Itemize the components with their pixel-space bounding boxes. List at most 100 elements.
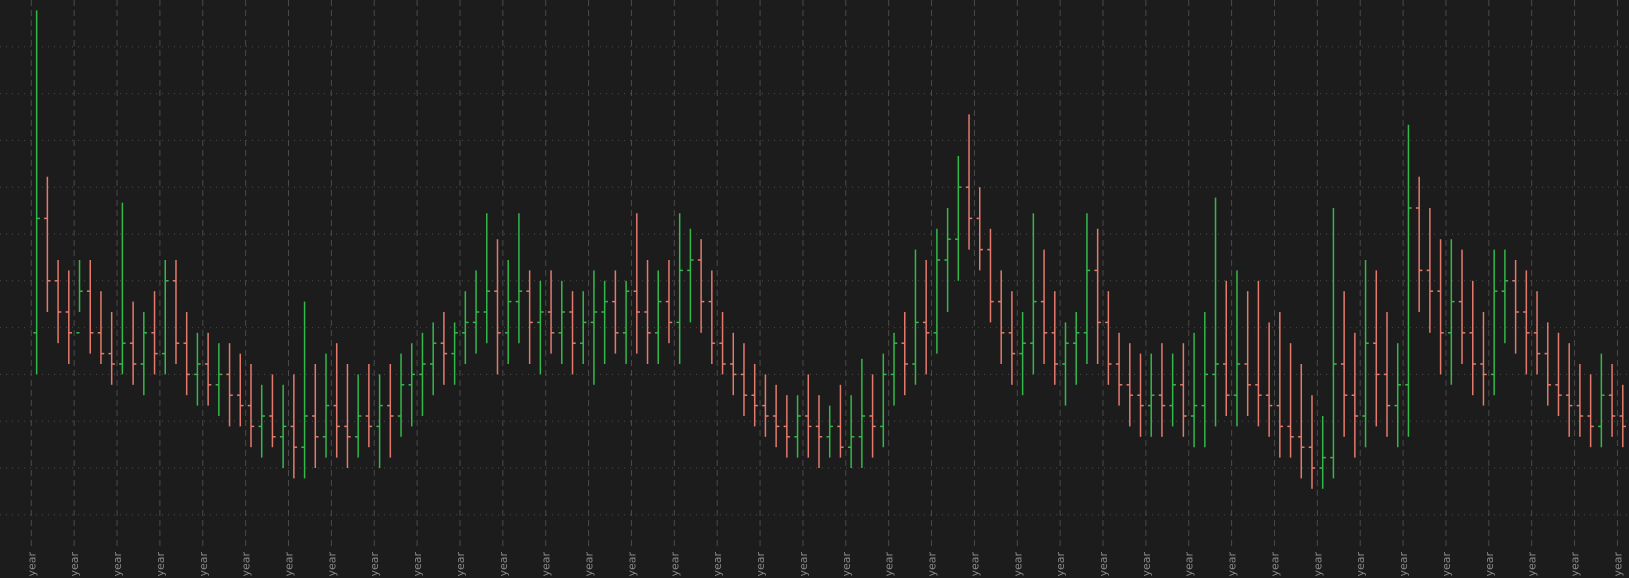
x-tick-label: 2001 year [625,552,638,578]
ohlc-bar [1298,364,1305,479]
ohlc-bar [783,395,791,458]
x-tick-label: 2015 year [1226,552,1239,578]
ohlc-bar [869,374,876,458]
ohlc-bar [805,374,812,458]
ohlc-bar [87,260,94,354]
ohlc-bar [633,213,641,354]
ohlc-bar [44,176,51,312]
ohlc-bar [1351,332,1359,458]
x-tick-label: 2023 year [1569,552,1582,578]
ohlc-bar [730,332,737,396]
ohlc-bar [1308,395,1316,489]
ohlc-bar [987,228,994,323]
ohlc-bar [612,270,619,354]
x-tick-label: 2000 year [583,552,596,578]
ohlc-bar [429,322,437,396]
ohlc-bar [162,260,169,375]
ohlc-bar [762,374,769,437]
ohlc-bar [54,260,62,344]
ohlc-bar [708,270,716,364]
ohlc-bar [1426,208,1434,333]
ohlc-bar [108,312,115,385]
ohlc-bar [1094,228,1101,364]
ohlc-bar [515,213,523,344]
ohlc-bar [880,353,887,448]
ohlc-bar [65,270,73,364]
ohlc-bar [997,270,1005,364]
ohlc-bar [751,364,758,427]
ohlc-bar [687,228,694,323]
ohlc-bar [622,280,630,364]
ohlc-bar [333,343,340,458]
ohlc-bar [569,291,576,375]
ohlc-bar [1490,249,1498,396]
ohlc-bar [322,353,330,458]
ohlc-bar [933,228,941,354]
ohlc-bar [826,405,833,458]
ohlc-bar [1619,384,1626,448]
ohlc-bar [719,312,726,375]
ohlc-bar [129,301,137,385]
ohlc-bar [1555,332,1562,416]
x-tick-label: 2003 year [711,552,724,578]
ohlc-bar [772,384,780,448]
x-tick-label: 1990 year [154,552,167,578]
x-tick-label: 1992 year [240,552,253,578]
x-tick-label: 2024 year [1611,552,1624,578]
ohlc-bar [504,260,512,364]
ohlc-bar [1480,312,1487,406]
ohlc-bar [1405,124,1412,437]
x-tick-label: 2017 year [1311,552,1324,578]
ohlc-bar [226,343,233,427]
ohlc-bar [1030,213,1037,375]
ohlc-bar [1576,364,1584,437]
x-tick-label: 2022 year [1526,552,1539,578]
x-tick-label: 2005 year [797,552,810,578]
ohlc-bar [1276,312,1284,458]
ohlc-bar [912,249,919,385]
ohlc-bar [1373,270,1380,427]
ohlc-bar [1330,208,1337,479]
ohlc-bar [1008,291,1016,385]
ohlc-bar [1544,322,1551,406]
ohlc-bar [397,353,405,437]
ohlc-bar [558,280,566,364]
x-tick-label: 2018 year [1354,552,1367,578]
x-tick-label: 2010 year [1011,552,1024,578]
ohlc-bar [483,213,490,344]
x-tick-label: 2006 year [840,552,853,578]
ohlc-bar [387,364,394,458]
ohlc-bar [1233,270,1241,427]
ohlc-bar [472,270,480,354]
ohlc-bar [1180,343,1187,437]
x-tick-label: 2014 year [1183,552,1196,578]
ohlc-bar [590,270,598,385]
ohlc-bar [644,260,651,364]
ohlc-bar [537,280,544,375]
ohlc-bar [1062,322,1069,406]
ohlc-bar [665,260,673,344]
ohlc-bar [1501,249,1509,344]
ohlc-bar [451,322,458,385]
ohlc-bar [183,312,190,396]
x-tick-label: 1989 year [111,552,124,578]
ohlc-bar [76,260,83,334]
x-axis: 1987 year 1988 year 1989 year 1990 year 1991… [25,552,1624,578]
ohlc-bar [119,202,126,375]
x-tick-label: 1988 year [68,552,81,578]
x-tick-label: 1995 year [368,552,381,578]
ohlc-bar [1512,260,1519,354]
ohlc-bar [1115,332,1123,406]
ohlc-bar [1265,322,1273,437]
x-tick-label: 1987 year [25,552,38,578]
ohlc-bar [494,239,501,375]
ohlc-bar [1137,353,1144,437]
ohlc-bar [847,395,855,468]
ohlc-bar [1083,213,1091,364]
bars [33,10,1626,489]
ohlc-bar [858,358,866,468]
ohlc-bar [1448,239,1455,385]
ohlc-bar [740,343,748,416]
x-tick-label: 1993 year [283,552,296,578]
